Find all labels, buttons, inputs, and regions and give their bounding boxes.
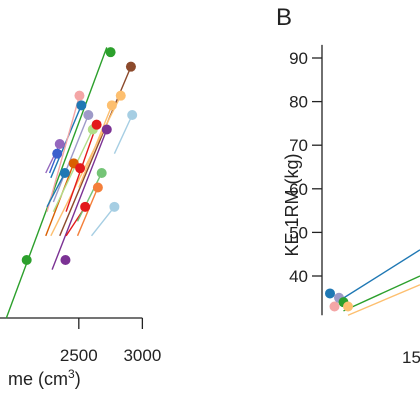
panel-b-data-point (325, 288, 335, 299)
panel-a-data-point (125, 61, 136, 72)
panel-b-data-point (343, 301, 353, 312)
panel-b-data-points (325, 288, 353, 312)
panel-b-y-tick-label: 40 (289, 267, 308, 286)
panel-a-data-point (83, 110, 94, 120)
panel-b-y-tick-label: 50 (289, 223, 308, 242)
panel-a-x-tick-label: 3000 (123, 346, 161, 365)
panel-a-data-point (76, 100, 87, 111)
panel-b-y-tick-label: 90 (289, 49, 308, 68)
panel-b-y-ticks: 40 50 60 70 80 90 (289, 49, 322, 286)
panel-b-plot: B KE 1RM (kg) 40 50 60 70 80 90 15 (276, 4, 420, 367)
panel-a-x-axis-label-superscript: 3 (68, 367, 75, 381)
panel-a-data-point (91, 119, 102, 130)
panel-b-x-tick-label: 15 (402, 348, 420, 367)
panel-b-y-tick-label: 60 (289, 180, 308, 199)
panel-b-data-point (329, 301, 340, 312)
panel-a-data-point (106, 100, 117, 111)
panel-a-data-point (54, 139, 65, 149)
panel-a-series-line (78, 105, 113, 188)
panel-b-series-lines (329, 249, 420, 316)
panel-a-data-point (21, 255, 32, 265)
panel-a-series-line (76, 172, 103, 222)
panel-a-data-point (109, 201, 120, 212)
panel-a-series-line (90, 206, 115, 237)
panel-a-data-point (115, 90, 126, 101)
panel-a-data-point (105, 47, 116, 58)
panel-b-letter: B (276, 4, 292, 31)
panel-a-data-point (101, 124, 112, 135)
panel-a-data-point (127, 110, 138, 120)
panel-b-series-line (343, 275, 420, 312)
panel-a-data-point (60, 255, 71, 265)
panel-a-data-point (75, 163, 86, 174)
panel-b-series-line (347, 284, 420, 316)
panel-a-series-line (46, 95, 81, 212)
panel-a-x-tick-label: 2500 (60, 346, 98, 365)
panel-a-data-point (80, 201, 91, 212)
panel-a-data-point (96, 168, 107, 178)
panel-a-series-line (46, 172, 66, 208)
panel-a-data-point (92, 182, 103, 193)
panel-a-plot: 2500 3000 me (cm3) (0, 47, 161, 389)
panel-a-series-line (52, 129, 94, 212)
panel-b-series-line (329, 249, 420, 308)
panel-a-series-line (76, 187, 99, 237)
panel-a-series-line (51, 129, 108, 270)
panel-a-data-point (52, 148, 63, 159)
panel-a-series-line (50, 95, 122, 237)
panel-b-y-axis-label: KE 1RM (kg) (282, 153, 302, 256)
panel-a-x-axis-label: me (cm3) (8, 367, 81, 389)
panel-a-series-line (52, 114, 89, 203)
panel-a-data-point (59, 168, 70, 178)
panel-a-series-lines (5, 47, 133, 319)
panel-a-x-ticks: 2500 3000 (60, 318, 161, 365)
panel-b-y-tick-label: 80 (289, 93, 308, 112)
panel-a-series-line (113, 114, 133, 154)
panel-a-data-points (21, 47, 138, 265)
panel-a-x-axis-label-suffix: ) (75, 369, 81, 389)
panel-b-y-tick-label: 70 (289, 136, 308, 155)
panel-a-x-axis-label-text: me (cm (8, 369, 68, 389)
panel-a-series-line (5, 47, 108, 319)
panel-a-data-point (74, 90, 85, 101)
